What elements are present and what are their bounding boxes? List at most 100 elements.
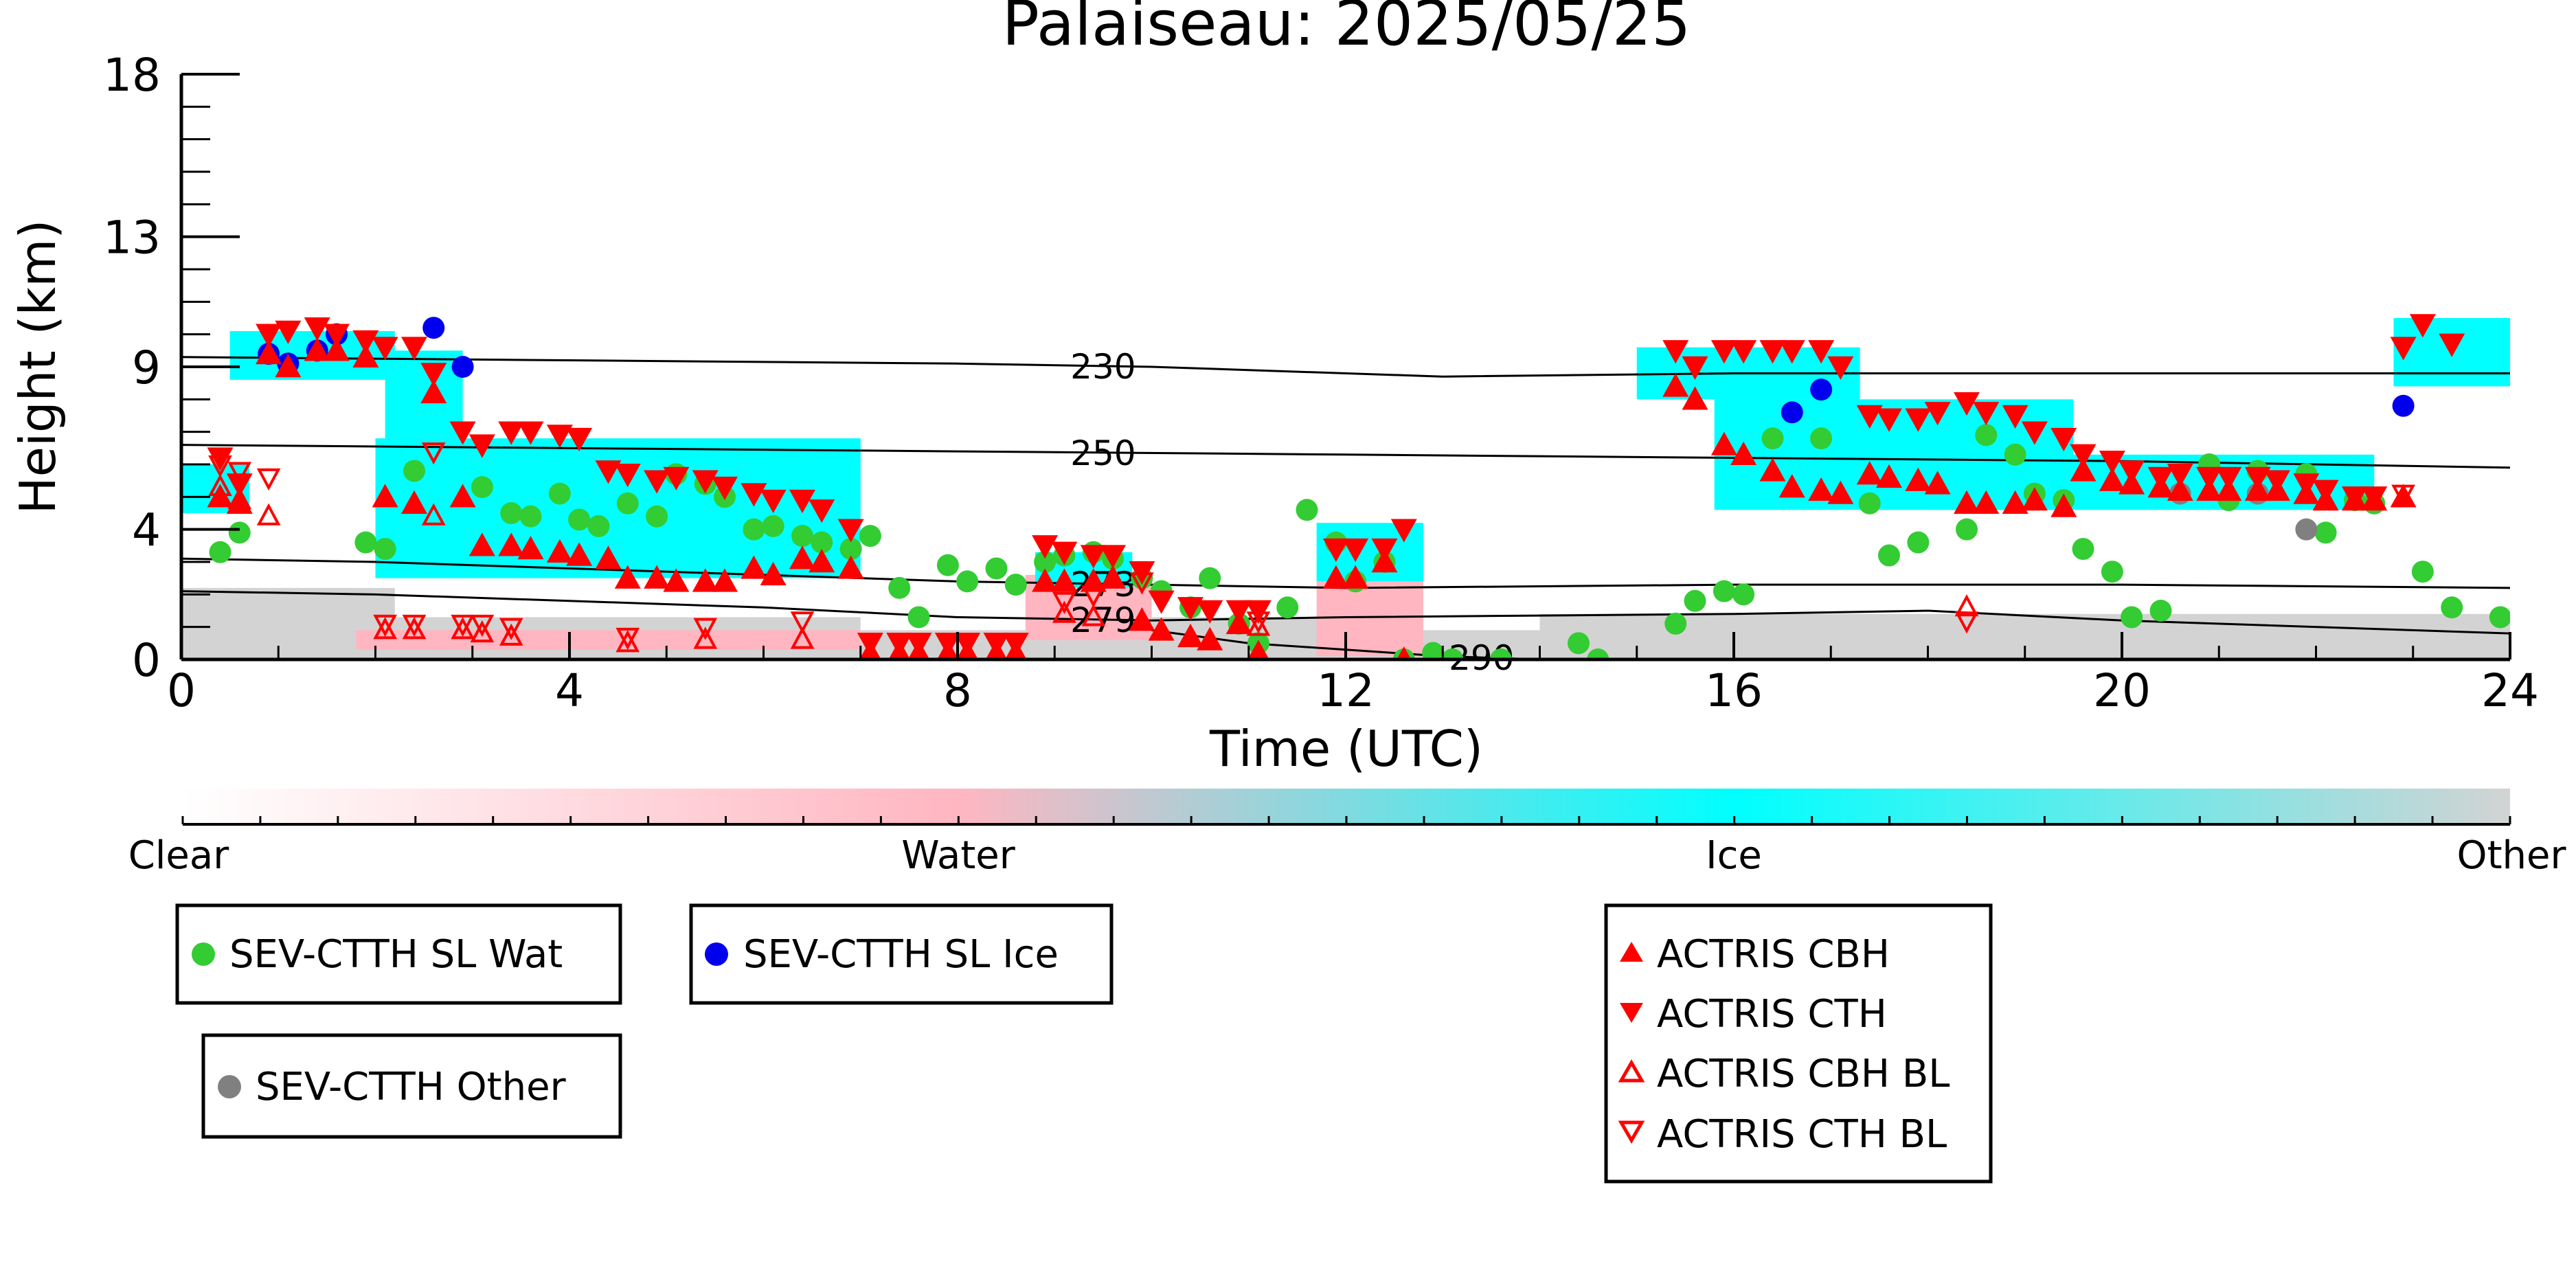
actris-cbh-marker (837, 555, 864, 579)
sev-ctth-sl-wat-marker (2072, 538, 2094, 561)
sev-ctth-sl-wat-marker (1199, 567, 1221, 589)
sev-ctth-sl-wat-marker (374, 538, 396, 561)
actris-cbh-bl-marker (1081, 604, 1106, 626)
actris-cbh-bl-marker (470, 620, 495, 643)
actris-cth-marker (2390, 337, 2417, 361)
actris-cth-bl-marker (499, 618, 523, 640)
sev-ctth-sl-wat-marker (2004, 443, 2026, 466)
actris-cbh-bl-marker (693, 626, 718, 649)
actris-cth-marker (837, 519, 864, 543)
actris-cth-marker (566, 427, 593, 452)
actris-cbh-marker (1100, 565, 1126, 589)
actris-cbh-marker (1322, 565, 1349, 589)
actris-cth-bl-marker (1246, 611, 1271, 634)
actris-cbh-marker (614, 565, 641, 589)
legend-label-wat: SEV-CTTH SL Wat (229, 932, 563, 977)
actris-cbh-marker (1876, 464, 1902, 488)
actris-cth-marker (983, 633, 1010, 657)
actris-cth-bl-marker (693, 618, 718, 640)
actris-cbh-marker (1778, 474, 1805, 498)
y-tick-label: 0 (132, 634, 161, 687)
x-tick-label: 4 (555, 664, 584, 717)
actris-cbh-marker (595, 545, 622, 569)
actris-cth-marker (517, 421, 544, 445)
colorbar-label-water: Water (901, 833, 1016, 878)
actris-cbh-marker (663, 568, 690, 592)
actris-cth-bl-marker (1130, 572, 1154, 595)
actris-cbh-bl-marker (373, 617, 397, 640)
actris-cth-marker (760, 489, 787, 514)
legend-marker-ice (705, 942, 728, 966)
actris-cth-marker (954, 633, 981, 657)
sev-ctth-sl-ice-marker (1810, 379, 1833, 401)
y-tick-label: 18 (103, 49, 161, 102)
actris-cbh-marker (566, 542, 593, 566)
cloud-region (356, 630, 861, 650)
actris-cth-marker (857, 633, 883, 657)
sev-ctth-sl-wat-marker (888, 576, 911, 599)
actris-cth-marker (2312, 479, 2339, 504)
actris-cbh-marker (1924, 471, 1951, 495)
sev-ctth-sl-wat-marker (2411, 561, 2434, 583)
actris-cbh-marker (2167, 477, 2193, 501)
actris-cbh-marker (1730, 441, 1757, 465)
sev-ctth-sl-wat-marker (1034, 551, 1057, 573)
legend-other: SEV-CTTH Other (201, 1033, 622, 1139)
actris-cth-bl-marker (790, 611, 815, 634)
actris-cth-marker (2147, 466, 2174, 490)
actris-cth-marker (692, 470, 719, 494)
x-tick-label: 8 (943, 664, 972, 717)
actris-cbh-marker (2002, 490, 2029, 514)
actris-cth-marker (1827, 356, 1854, 380)
cloud-region (1316, 581, 1423, 657)
actris-cbh-marker (401, 490, 427, 514)
actris-cbh-marker (809, 549, 835, 573)
actris-cbh-marker (352, 343, 379, 368)
actris-cbh-marker (760, 561, 787, 586)
actris-cth-marker (304, 317, 330, 341)
actris-cth-marker (2119, 460, 2145, 484)
sev-ctth-sl-wat-marker (1296, 499, 1318, 521)
actris-cth-marker (1390, 519, 1417, 543)
actris-cth-bl-marker (451, 614, 475, 637)
actris-cth-marker (2167, 464, 2193, 488)
legend-label-cbh-bl: ACTRIS CBH BL (1657, 1052, 1950, 1096)
x-tick-label: 24 (2481, 664, 2539, 717)
actris-cth-bl-marker (470, 614, 495, 637)
actris-cth-marker (1662, 340, 1689, 364)
x-tick-label: 12 (1317, 664, 1375, 717)
actris-cth-bl-marker (1081, 585, 1106, 608)
legend-marker-other (218, 1075, 241, 1098)
chart-title: Palaiseau: 2025/05/25 (1002, 0, 1691, 60)
x-tick-label: 0 (167, 664, 196, 717)
sev-ctth-sl-wat-marker (2489, 606, 2510, 629)
sev-ctth-sl-wat-marker (1956, 518, 1978, 541)
sev-ctth-sl-wat-marker (1810, 427, 1833, 450)
legend-marker-wat (192, 942, 215, 966)
actris-cth-marker (546, 425, 573, 449)
legend-marker-cth-bl (1618, 1120, 1645, 1144)
actris-cbh-marker (1954, 490, 1980, 514)
sev-ctth-sl-wat-marker (1490, 648, 1512, 659)
actris-cbh-marker (1197, 626, 1223, 651)
actris-cbh-bl-marker (208, 473, 232, 497)
actris-cbh-marker (692, 568, 719, 592)
actris-cth-marker (1759, 340, 1786, 364)
actris-cth-marker (275, 320, 302, 344)
sev-ctth-sl-wat-marker (1422, 642, 1445, 659)
sev-ctth-sl-wat-marker (1276, 596, 1299, 619)
actris-cth-bl-marker (373, 614, 397, 637)
contour-labels: 230250273279290 (1070, 347, 1514, 678)
sev-ctth-sl-wat-marker (1713, 580, 1735, 602)
sev-ctth-sl-wat-marker (2441, 596, 2463, 619)
sev-ctth-sl-ice-marker (451, 356, 474, 378)
y-tick-label: 4 (132, 504, 161, 557)
axis-ticks: 0 4 8 12 16 20 24 0 4 9 13 18 (103, 49, 2539, 717)
actris-cth-marker (614, 464, 641, 488)
actris-cth-marker (1924, 402, 1951, 426)
actris-cth-marker (2050, 427, 2077, 452)
y-tick-label: 9 (132, 341, 161, 394)
x-axis-label: Time (UTC) (1209, 720, 1483, 778)
sev-ctth-other-marker (2295, 518, 2318, 541)
actris-cth-marker (1808, 340, 1835, 364)
